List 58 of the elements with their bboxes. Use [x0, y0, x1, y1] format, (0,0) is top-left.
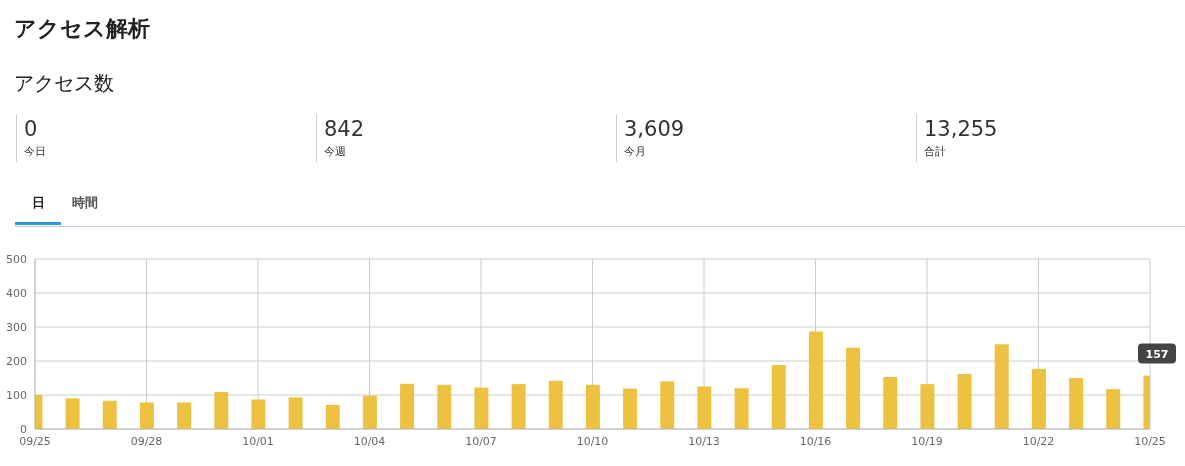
- text: 日: [15, 194, 61, 225]
- y-tick-label: 300: [6, 320, 27, 334]
- bar: [65, 398, 80, 429]
- y-tick-label: 400: [6, 286, 27, 300]
- bar: [734, 388, 749, 429]
- bar: [697, 386, 712, 429]
- bar: [1031, 368, 1046, 429]
- x-tick-label: 09/25: [19, 434, 51, 448]
- text: 合計: [924, 144, 947, 159]
- bar: [883, 376, 898, 429]
- text: 今月: [624, 144, 647, 159]
- x-tick-label: 09/28: [130, 434, 163, 448]
- x-tick-label: 10/19: [911, 434, 943, 448]
- text: 3,609: [624, 116, 685, 143]
- bar: [920, 384, 935, 429]
- bar: [511, 384, 526, 429]
- bar: [214, 391, 229, 429]
- x-tick-label: 10/01: [242, 434, 274, 448]
- bar: [957, 373, 972, 429]
- y-tick-label: 500: [6, 252, 27, 266]
- x-tick-label: 10/22: [1022, 434, 1055, 448]
- bar: [1069, 378, 1084, 429]
- x-tick-label: 10/07: [465, 434, 497, 448]
- text: 13,255: [924, 116, 998, 143]
- bar: [1106, 389, 1121, 429]
- bar: [474, 387, 489, 429]
- bar: [771, 365, 786, 429]
- x-tick-label: 10/25: [1134, 434, 1166, 448]
- bar: [585, 384, 600, 429]
- bar: [362, 395, 377, 429]
- bar: [994, 344, 1009, 429]
- bar: [400, 383, 415, 429]
- bar: [808, 331, 823, 429]
- y-tick-label: 100: [6, 388, 27, 402]
- bar: [102, 400, 117, 429]
- bar: [177, 402, 192, 429]
- x-tick-label: 10/16: [799, 434, 832, 448]
- bar: [288, 397, 303, 429]
- bar: [251, 399, 266, 429]
- text: 時間: [71, 194, 99, 212]
- bar: [139, 402, 154, 429]
- x-tick-label: 10/13: [688, 434, 720, 448]
- annotation: 157: [1145, 347, 1169, 361]
- y-tick-label: 200: [6, 354, 27, 368]
- x-tick-label: 10/04: [353, 434, 386, 448]
- chart-subtitle: アクセス数: [14, 70, 114, 97]
- bar: [660, 381, 675, 429]
- text: 今日: [24, 144, 46, 159]
- text: 今週: [324, 144, 347, 159]
- x-tick-label: 10/10: [576, 434, 609, 448]
- bar: [437, 384, 452, 429]
- bar: [548, 380, 563, 429]
- text: 842: [324, 116, 365, 143]
- bar: [623, 388, 638, 429]
- chart-title: アクセス解析: [14, 15, 150, 43]
- bar: [846, 347, 861, 429]
- y-tick-label: 0: [20, 422, 27, 436]
- bar: [325, 404, 340, 429]
